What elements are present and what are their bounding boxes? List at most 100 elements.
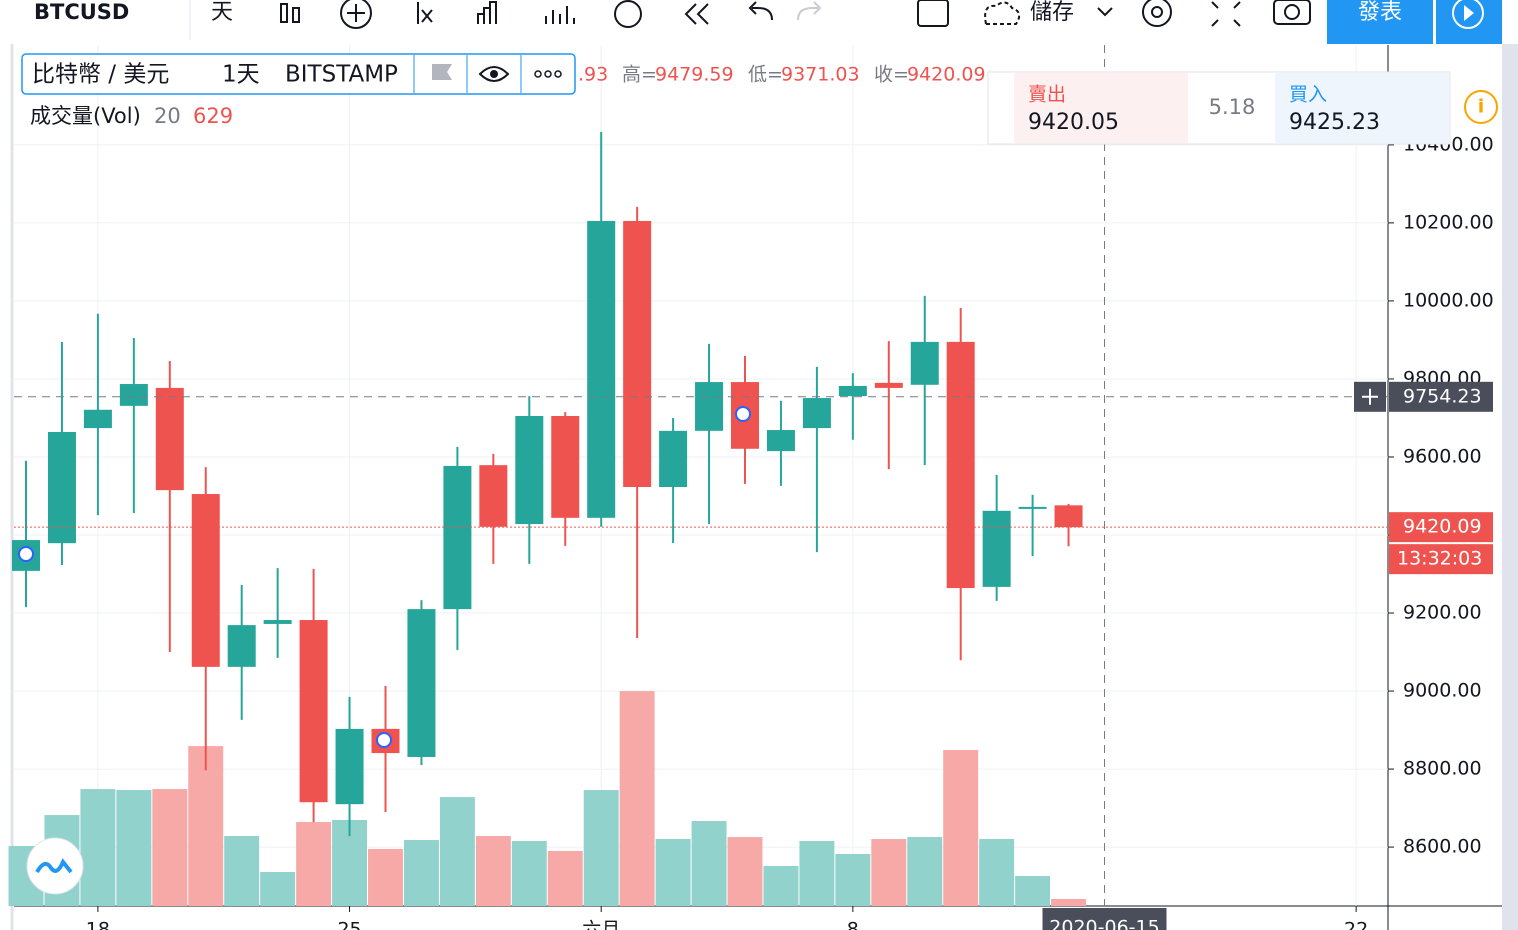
- crosshair-price: 9754.23: [1403, 385, 1482, 407]
- candle-body: [802, 398, 831, 429]
- volume-bar: [368, 848, 403, 906]
- volume-bar: [475, 836, 511, 906]
- candle-body: [1054, 505, 1083, 528]
- y-tick-label: 9000.00: [1403, 680, 1482, 702]
- layout-icon[interactable]: [917, 0, 949, 27]
- flag-icon[interactable]: [432, 64, 452, 80]
- candle-body: [551, 416, 580, 518]
- last-price-tag: [1389, 512, 1493, 543]
- volume-bar: [835, 854, 871, 906]
- publish-label: 發表: [1358, 0, 1402, 25]
- candle-icon[interactable]: [280, 3, 288, 23]
- undo-icon[interactable]: [748, 1, 773, 21]
- volume-bar: [727, 837, 763, 906]
- volume-bar: [439, 797, 475, 906]
- buy-button[interactable]: [1275, 73, 1449, 143]
- candle-icon[interactable]: [292, 7, 300, 23]
- settings-icon[interactable]: [1142, 0, 1172, 27]
- crosshair-price-tag: [1389, 381, 1493, 412]
- candle-body: [335, 728, 364, 805]
- candle-body: [623, 220, 652, 488]
- interval-button[interactable]: 天: [211, 0, 233, 25]
- volume-bar: [116, 790, 152, 906]
- play-button[interactable]: [1436, 0, 1502, 44]
- x-tick-label: 六月: [582, 919, 620, 930]
- more-icon[interactable]: [534, 70, 562, 78]
- crosshair-date: 2020-06-15: [1049, 917, 1159, 930]
- volume-bar: [763, 865, 799, 906]
- save-button[interactable]: 儲存: [1030, 0, 1074, 25]
- replay-icon[interactable]: [684, 3, 709, 25]
- event-marker: [18, 546, 34, 562]
- plot: 8600.008800.009000.009200.009400.009600.…: [8, 0, 1518, 930]
- candle-body: [695, 382, 724, 431]
- redo-icon[interactable]: [797, 1, 822, 21]
- candle-body: [946, 341, 975, 589]
- x-tick-label: 25: [337, 919, 361, 930]
- volume-icon[interactable]: [545, 6, 575, 24]
- volume-bar: [943, 750, 979, 906]
- indicator-icon[interactable]: [340, 0, 372, 29]
- publish-button[interactable]: [1327, 0, 1433, 44]
- candle-body: [659, 430, 688, 488]
- high-value: 9479.59: [655, 64, 734, 86]
- candle-body: [587, 220, 616, 518]
- compare-icon[interactable]: [477, 1, 497, 24]
- candle-body: [191, 494, 220, 667]
- fx-icon[interactable]: [417, 2, 433, 24]
- y-tick-label: 9600.00: [1403, 445, 1482, 467]
- buy-label: 買入: [1289, 84, 1327, 106]
- toolbar-icons: [280, 0, 1311, 29]
- x-tick-label: 22: [1344, 919, 1368, 930]
- event-marker: [735, 406, 751, 422]
- candle-body: [479, 465, 508, 527]
- volume-bar: [1051, 898, 1087, 906]
- save-menu[interactable]: [1097, 7, 1113, 17]
- volume-name: 成交量(Vol): [30, 104, 141, 128]
- symbol[interactable]: BTCUSD: [34, 0, 129, 24]
- candle-body: [407, 609, 436, 757]
- play-icon: [1452, 0, 1484, 29]
- candle-body: [1018, 506, 1047, 509]
- candle-body: [119, 384, 148, 406]
- candle-body: [982, 510, 1011, 587]
- candle-body: [155, 387, 184, 491]
- exchange: BITSTAMP: [285, 62, 398, 88]
- high-prefix: 高=: [622, 64, 657, 86]
- volume-bar: [80, 789, 116, 906]
- snapshot-icon[interactable]: [1273, 0, 1311, 25]
- y-tick-label: 9200.00: [1403, 602, 1482, 624]
- crosshair-plus: [1362, 388, 1378, 405]
- candle-body: [910, 341, 939, 385]
- sell-button[interactable]: [1014, 73, 1188, 143]
- volume-bar: [260, 872, 296, 906]
- info-glyph: i: [1478, 96, 1485, 118]
- volume-bar: [871, 839, 907, 906]
- logo[interactable]: [26, 837, 84, 895]
- last-price-label: 9420.09: [1403, 516, 1482, 538]
- volume-bar: [188, 746, 224, 906]
- cloud-icon[interactable]: [984, 1, 1021, 25]
- eye-icon[interactable]: [478, 66, 510, 82]
- right-border: [1502, 0, 1518, 930]
- volume-bar: [1015, 876, 1051, 906]
- volume-bar: [296, 822, 332, 906]
- y-tick-label: 10000.00: [1403, 289, 1494, 311]
- candle-body: [263, 620, 292, 624]
- close-prefix: 收=: [874, 64, 909, 86]
- volume-bar: [403, 840, 439, 906]
- volume-bar: [907, 837, 943, 906]
- fullscreen-icon[interactable]: [1211, 1, 1241, 27]
- legend-interval: 1天: [222, 62, 260, 88]
- crosshair-date-tag: [1042, 908, 1167, 930]
- play-triangle: [1464, 5, 1474, 21]
- info-icon[interactable]: [1464, 90, 1498, 124]
- y-tick-label: 8800.00: [1403, 758, 1482, 780]
- alert-icon[interactable]: [614, 0, 642, 28]
- x-tick-label: 8: [847, 919, 859, 930]
- candle-body: [443, 465, 472, 610]
- close-value: 9420.09: [907, 64, 986, 86]
- event-marker: [376, 732, 392, 748]
- y-tick-label: 8600.00: [1403, 836, 1482, 858]
